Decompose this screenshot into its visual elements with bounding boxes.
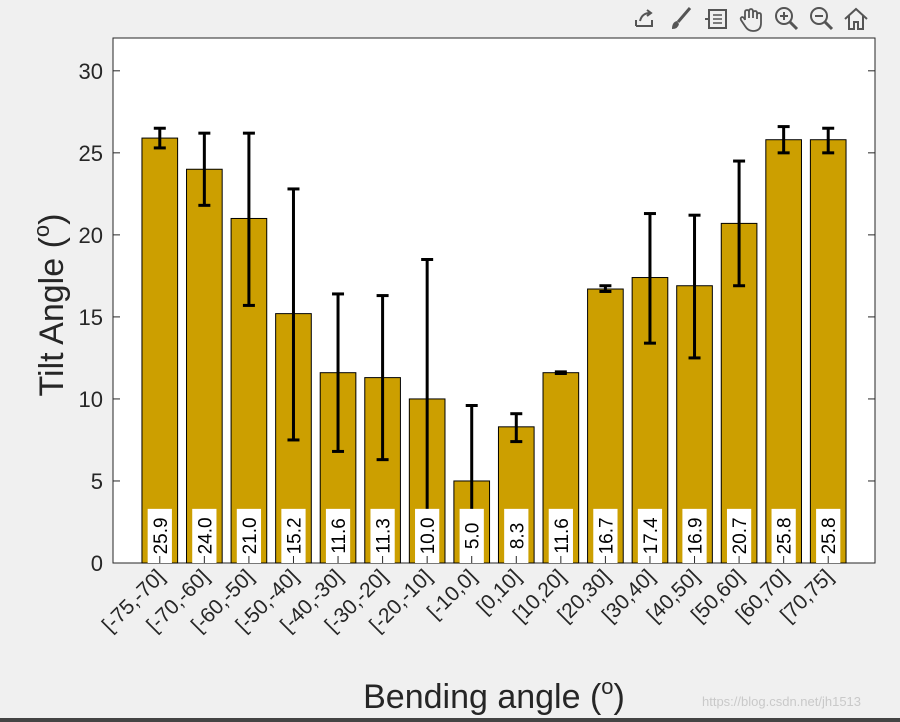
- value-label: 17.4: [641, 517, 662, 554]
- value-label: 16.7: [596, 517, 617, 554]
- value-label: 25.9: [151, 517, 172, 554]
- value-label: 10.0: [418, 517, 439, 554]
- value-label-box: [816, 508, 841, 563]
- y-tick-label: 25: [79, 141, 103, 166]
- value-label: 25.8: [819, 517, 840, 554]
- watermark: https://blog.csdn.net/jh1513: [702, 694, 862, 709]
- value-label-box: [415, 508, 440, 563]
- value-label-box: [281, 508, 306, 563]
- value-label-box: [637, 508, 663, 563]
- data-tips-icon[interactable]: [702, 4, 732, 34]
- value-label: 24.0: [195, 517, 216, 554]
- value-label-box: [459, 508, 484, 563]
- value-label: 21.0: [240, 517, 261, 554]
- value-label: 11.6: [552, 518, 573, 554]
- value-label-box: [147, 508, 172, 563]
- y-tick-label: 0: [91, 551, 103, 576]
- y-tick-label: 15: [79, 305, 103, 330]
- pan-icon[interactable]: [736, 4, 766, 34]
- value-label-box: [726, 508, 752, 563]
- y-tick-label: 30: [79, 59, 103, 84]
- export-icon[interactable]: [630, 4, 660, 34]
- value-label: 15.2: [284, 517, 305, 554]
- bar: [186, 168, 223, 564]
- bar: [765, 139, 802, 564]
- value-label-box: [548, 508, 573, 563]
- home-icon[interactable]: [841, 4, 871, 34]
- bar: [141, 137, 179, 564]
- value-label: 11.3: [374, 518, 395, 554]
- value-label-box: [682, 508, 707, 563]
- value-label-box: [236, 508, 262, 563]
- value-label-box: [593, 508, 618, 563]
- brush-icon[interactable]: [666, 4, 696, 34]
- value-labels-group: 25.9 24.0 21.0 15.2 11.6 11.3 10.0 5.0 8.3 11.6 16…: [147, 508, 841, 563]
- y-tick-label: 10: [79, 387, 103, 412]
- x-axis-title: Bending angle (o): [363, 674, 625, 716]
- value-label: 20.7: [730, 517, 751, 554]
- bottom-divider: [0, 718, 900, 722]
- value-label: 25.8: [775, 517, 796, 554]
- value-label: 5.0: [463, 523, 484, 549]
- value-label: 8.3: [507, 523, 528, 549]
- value-label: 11.6: [329, 518, 350, 554]
- y-axis-title: Tilt Angle (o): [29, 214, 71, 397]
- zoom-in-icon[interactable]: [771, 4, 801, 34]
- y-axis: 0 5 10 15 20 25 30: [79, 59, 875, 576]
- bar: [809, 139, 847, 564]
- x-tick-label: [-10,0]: [423, 565, 481, 623]
- value-label-box: [771, 508, 796, 563]
- value-label-box: [370, 508, 395, 563]
- value-label-box: [192, 508, 217, 563]
- y-tick-label: 5: [91, 469, 103, 494]
- plot-area: [112, 37, 876, 564]
- value-label-box: [504, 508, 529, 563]
- value-label-box: [325, 508, 351, 563]
- x-axis: [-75,-70][-70,-60][-60,-50][-50,-40][-40…: [98, 556, 838, 637]
- zoom-out-icon[interactable]: [806, 4, 836, 34]
- y-tick-label: 20: [79, 223, 103, 248]
- value-label: 16.9: [686, 517, 707, 554]
